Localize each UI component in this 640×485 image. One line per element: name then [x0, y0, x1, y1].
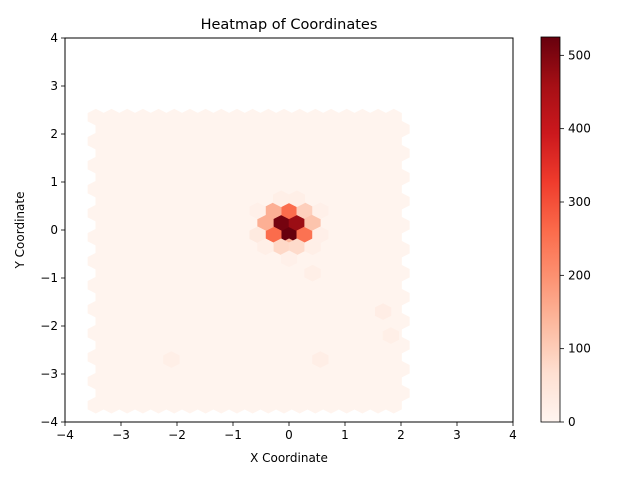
x-tick-label: 2	[397, 428, 405, 442]
x-tick-label: 1	[341, 428, 349, 442]
hex-cell-hot	[374, 303, 392, 320]
colorbar-tick-label: 0	[568, 415, 576, 429]
hex-cell-hot	[163, 351, 180, 368]
hex-cell-hot	[312, 351, 329, 368]
x-tick-label: −1	[224, 428, 242, 442]
x-tick-label: 0	[285, 428, 293, 442]
y-tick-label: 1	[50, 175, 58, 189]
hex-cell-hot	[249, 202, 266, 220]
y-axis: −4 −3 −2 −1 0 1 2 3 4	[40, 31, 65, 429]
x-tick-label: 3	[453, 428, 461, 442]
colorbar-ticks: 0 100 200 300 400 500	[560, 48, 591, 429]
colorbar-tick-label: 400	[568, 122, 591, 136]
y-tick-label: −2	[40, 319, 58, 333]
colorbar-tick-label: 300	[568, 195, 591, 209]
y-axis-label: Y Coordinate	[13, 192, 27, 270]
y-tick-label: 0	[50, 223, 58, 237]
x-tick-label: −4	[56, 428, 74, 442]
x-tick-label: 4	[509, 428, 517, 442]
x-tick-label: −2	[168, 428, 186, 442]
x-axis-label: X Coordinate	[250, 451, 328, 465]
hexbin-cells	[87, 108, 410, 414]
colorbar	[540, 36, 561, 423]
y-tick-label: 4	[50, 31, 58, 45]
hex-cell-hot	[312, 226, 329, 244]
colorbar-tick-label: 200	[568, 268, 591, 282]
colorbar-tick-label: 500	[568, 48, 591, 62]
colorbar-tick-label: 100	[568, 342, 591, 356]
hex-cell-hot	[288, 190, 305, 208]
chart-title: Heatmap of Coordinates	[201, 17, 378, 33]
y-tick-label: 3	[50, 79, 58, 93]
hex-cell-hot	[257, 238, 274, 256]
y-tick-label: 2	[50, 127, 58, 141]
hex-cell	[385, 108, 402, 126]
y-tick-label: −1	[40, 271, 58, 285]
hex-cell-hot	[280, 250, 298, 268]
hex-cell-hot	[382, 327, 400, 344]
y-tick-label: −4	[40, 415, 58, 429]
x-tick-label: −3	[112, 428, 130, 442]
hex-cell-hot	[312, 202, 329, 220]
x-axis: −4 −3 −2 −1 0 1 2 3 4	[56, 422, 517, 442]
y-tick-label: −3	[40, 367, 58, 381]
hex-cell-hot	[304, 264, 321, 282]
